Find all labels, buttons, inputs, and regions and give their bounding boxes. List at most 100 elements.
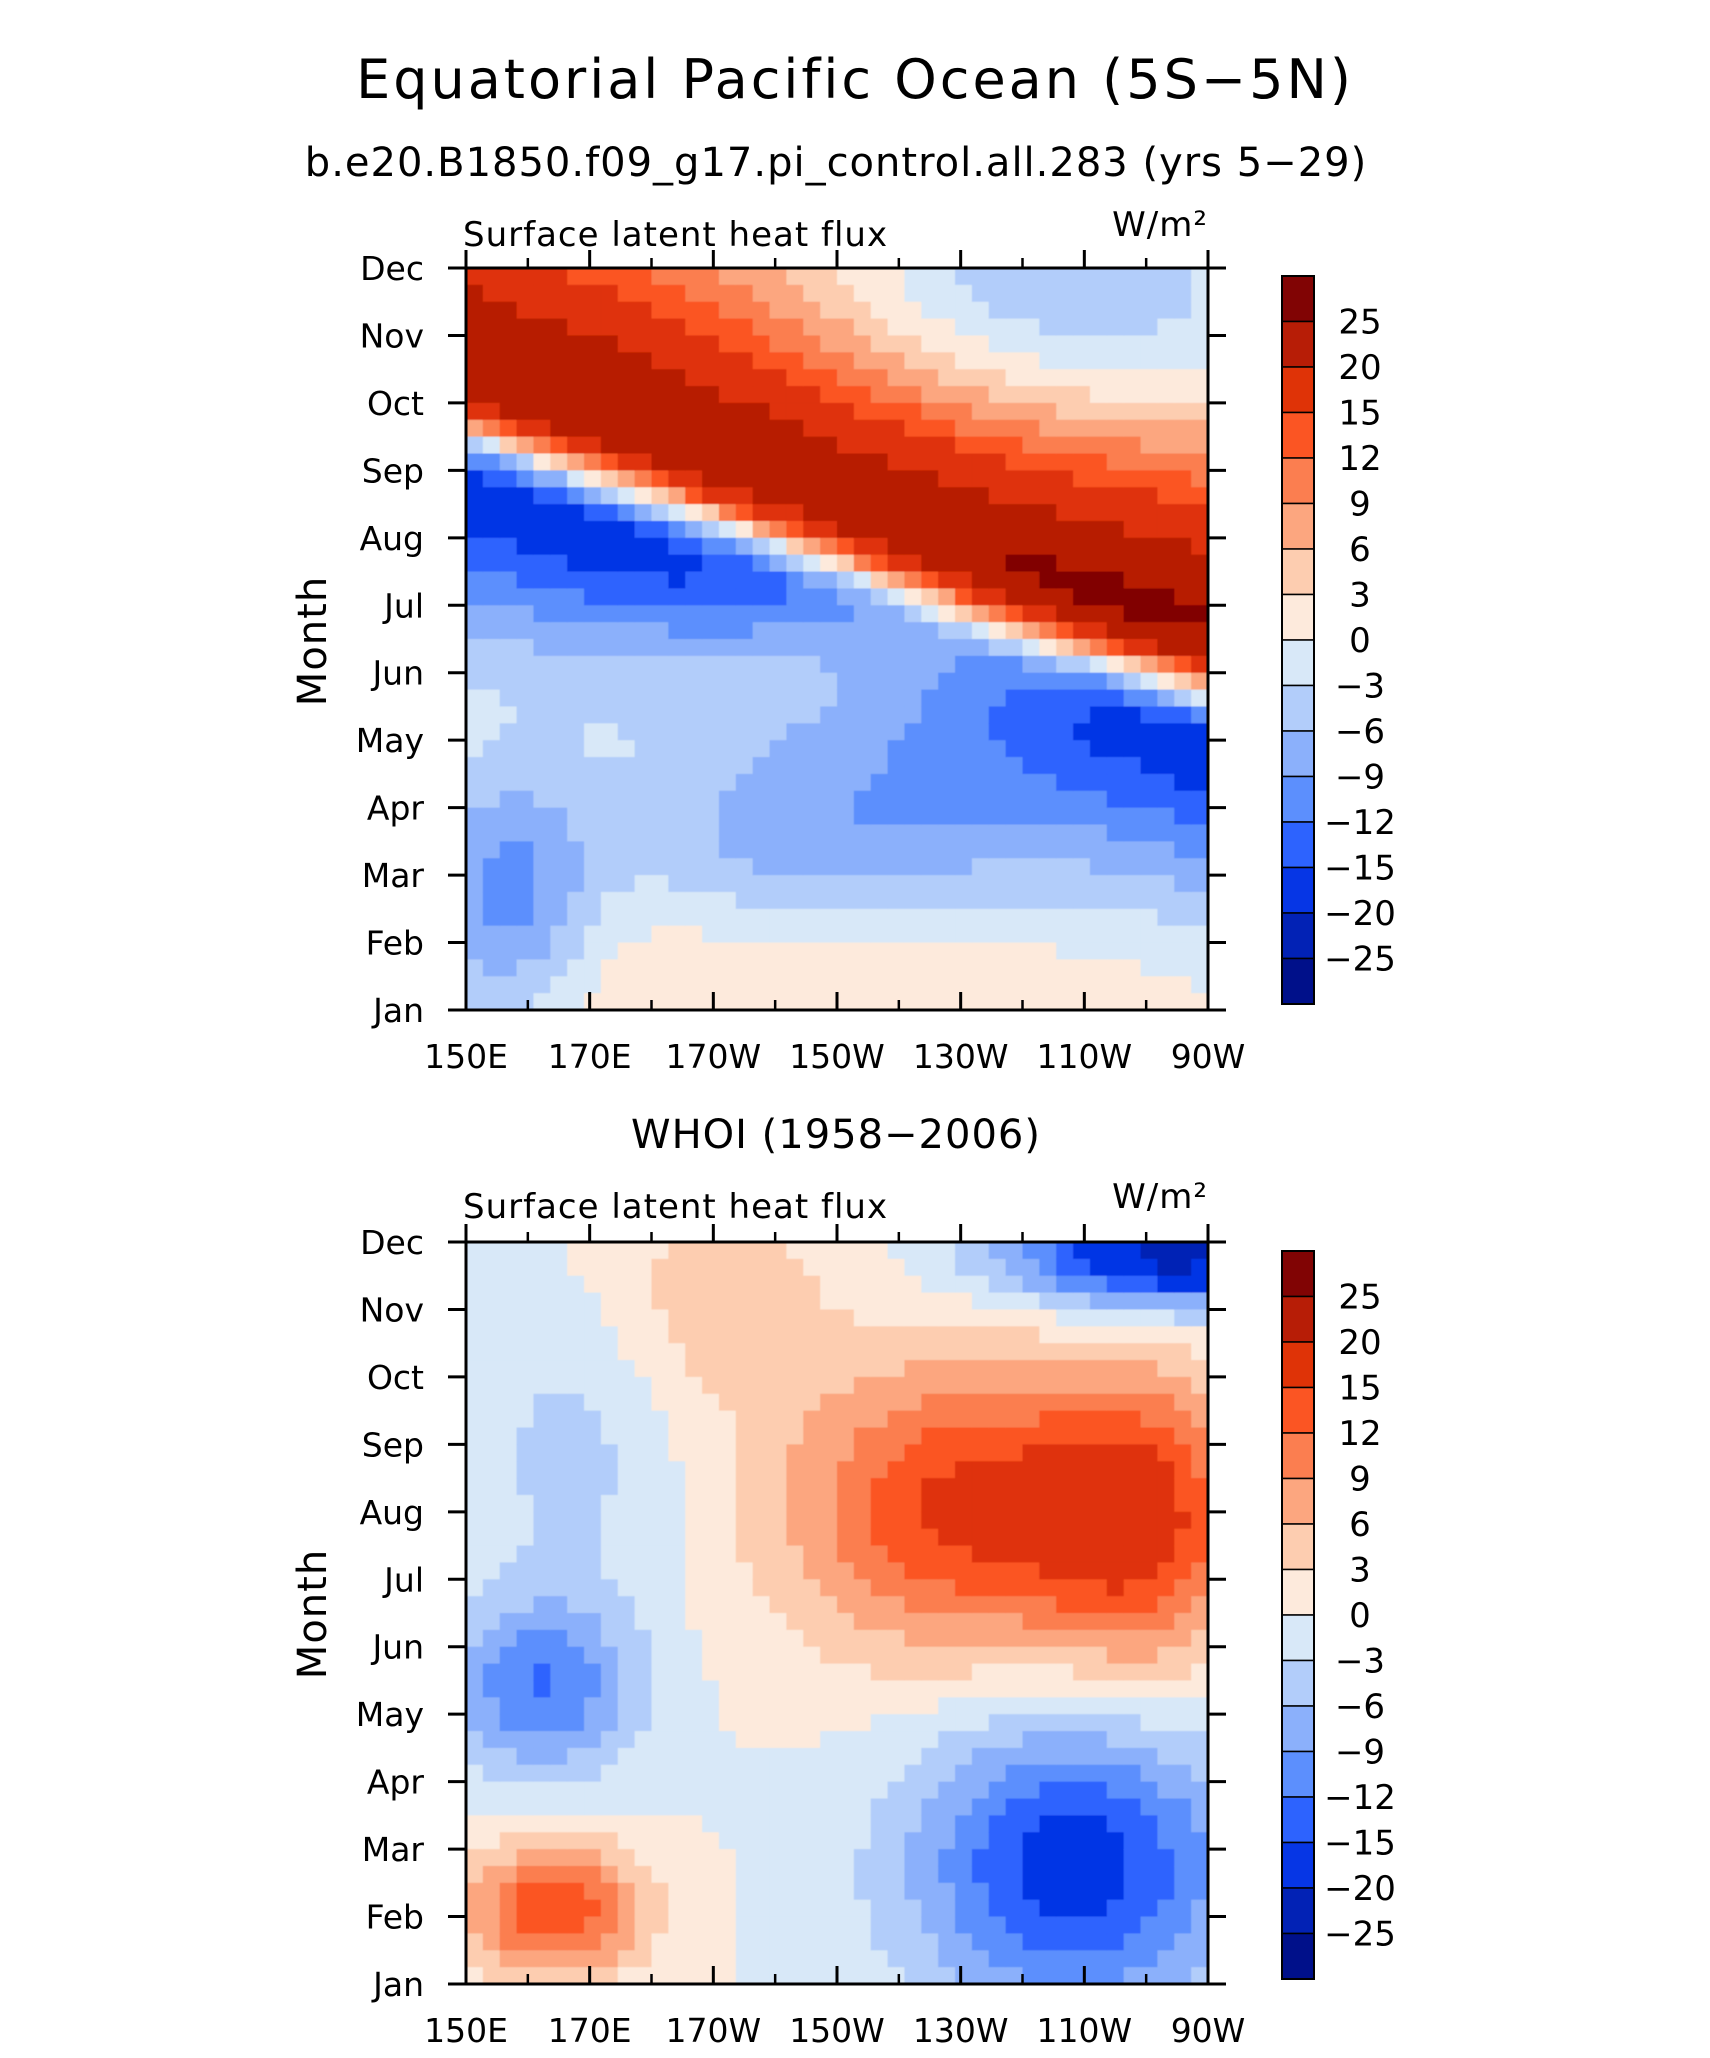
field-cell bbox=[1089, 1680, 1108, 1698]
field-cell bbox=[853, 419, 872, 438]
field-cell bbox=[1123, 1798, 1142, 1816]
field-cell bbox=[971, 335, 990, 353]
field-cell bbox=[1157, 942, 1175, 961]
field-cell bbox=[853, 723, 872, 741]
field-cell bbox=[837, 1629, 855, 1648]
field-cell bbox=[516, 1731, 535, 1749]
field-cell bbox=[634, 689, 653, 708]
field-cell bbox=[769, 925, 788, 944]
field-cell bbox=[1191, 1258, 1209, 1277]
field-cell bbox=[1089, 824, 1108, 842]
field-cell bbox=[550, 1849, 568, 1867]
field-cell bbox=[837, 1849, 855, 1867]
field-cell bbox=[769, 1292, 788, 1311]
field-cell bbox=[634, 1849, 653, 1867]
field-cell bbox=[904, 1360, 922, 1378]
field-cell bbox=[971, 1865, 990, 1884]
field-cell bbox=[1039, 335, 1057, 353]
field-cell bbox=[1005, 1967, 1024, 1985]
field-cell bbox=[769, 1579, 788, 1597]
field-cell bbox=[567, 672, 585, 691]
field-cell bbox=[499, 1798, 518, 1816]
field-cell bbox=[516, 858, 535, 876]
field-cell bbox=[921, 284, 939, 303]
field-cell bbox=[584, 1242, 602, 1260]
field-cell bbox=[752, 925, 771, 944]
field-cell bbox=[584, 470, 602, 488]
field-cell bbox=[1123, 386, 1142, 404]
field-cell bbox=[634, 1697, 653, 1715]
field-cell bbox=[1039, 875, 1057, 893]
field-cell bbox=[769, 622, 788, 640]
field-cell bbox=[870, 891, 889, 910]
field-cell bbox=[887, 959, 906, 977]
field-cell bbox=[752, 1360, 771, 1378]
field-cell bbox=[735, 301, 754, 320]
field-cell bbox=[482, 1731, 501, 1749]
field-cell bbox=[1022, 1292, 1040, 1311]
field-cell bbox=[533, 1545, 551, 1564]
field-cell bbox=[1022, 436, 1040, 455]
field-cell bbox=[769, 419, 788, 438]
field-cell bbox=[1022, 335, 1040, 353]
field-cell bbox=[938, 1865, 956, 1884]
field-cell bbox=[499, 689, 518, 708]
field-cell bbox=[1056, 301, 1074, 320]
field-cell bbox=[499, 335, 518, 353]
field-cell bbox=[550, 723, 568, 741]
field-cell bbox=[533, 891, 551, 910]
field-cell bbox=[803, 1731, 821, 1749]
field-cell bbox=[718, 402, 737, 421]
field-cell bbox=[466, 1410, 484, 1429]
field-cell bbox=[955, 1697, 973, 1715]
field-cell bbox=[1039, 622, 1057, 640]
field-cell bbox=[1191, 1596, 1209, 1614]
field-cell bbox=[904, 790, 922, 809]
field-cell bbox=[938, 1393, 956, 1412]
field-cell bbox=[1123, 1967, 1142, 1985]
field-cell bbox=[718, 419, 737, 438]
field-cell bbox=[533, 706, 551, 724]
field-cell bbox=[1039, 1967, 1057, 1985]
field-cell bbox=[482, 757, 501, 775]
field-cell bbox=[938, 1258, 956, 1277]
field-cell bbox=[516, 875, 535, 893]
x-tick-label: 150E bbox=[424, 1037, 508, 1076]
field-cell bbox=[584, 790, 602, 809]
field-cell bbox=[567, 908, 585, 927]
field-cell bbox=[820, 268, 838, 286]
field-cell bbox=[786, 520, 804, 539]
field-cell bbox=[955, 1326, 973, 1344]
field-cell bbox=[735, 1663, 754, 1682]
field-cell bbox=[735, 1511, 754, 1530]
field-cell bbox=[617, 605, 636, 623]
field-cell bbox=[971, 891, 990, 910]
field-cell bbox=[803, 268, 821, 286]
field-cell bbox=[482, 504, 501, 522]
field-cell bbox=[466, 689, 484, 708]
field-cell bbox=[1140, 335, 1159, 353]
field-cell bbox=[1157, 1731, 1175, 1749]
field-cell bbox=[651, 891, 669, 910]
field-cell bbox=[617, 959, 636, 977]
field-cell bbox=[1089, 1629, 1108, 1648]
field-cell bbox=[1174, 402, 1192, 421]
field-cell bbox=[853, 925, 872, 944]
field-cell bbox=[921, 959, 939, 977]
field-cell bbox=[837, 1545, 855, 1564]
field-cell bbox=[634, 891, 653, 910]
field-cell bbox=[786, 1933, 804, 1951]
field-cell bbox=[955, 1613, 973, 1631]
field-cell bbox=[870, 1410, 889, 1429]
field-cell bbox=[1106, 1579, 1125, 1597]
field-cell bbox=[1005, 1309, 1024, 1327]
field-cell bbox=[803, 1309, 821, 1327]
field-cell bbox=[1039, 1376, 1057, 1395]
field-cell bbox=[904, 875, 922, 893]
field-cell bbox=[769, 284, 788, 303]
field-cell bbox=[955, 301, 973, 320]
field-cell bbox=[803, 1849, 821, 1867]
field-cell bbox=[971, 689, 990, 708]
field-cell bbox=[870, 1849, 889, 1867]
